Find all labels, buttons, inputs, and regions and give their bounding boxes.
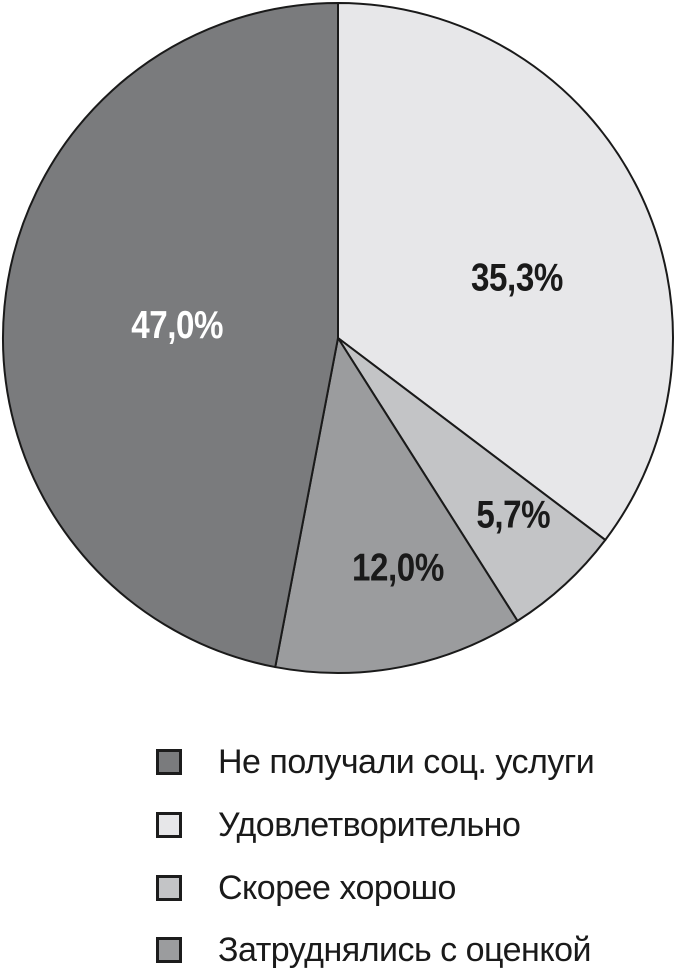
pie-slice-value-label-2: 12,0% bbox=[352, 545, 444, 589]
pie-slice-0 bbox=[337, 2, 674, 541]
pie-slice-value-label-0: 35,3% bbox=[471, 255, 563, 299]
legend-item: Удовлетворительно bbox=[156, 794, 594, 857]
legend-swatch bbox=[156, 749, 182, 776]
legend-label: Скорее хорошо bbox=[218, 868, 456, 907]
pie-slice-2 bbox=[274, 337, 519, 674]
legend-item: Не получали соц. услуги bbox=[156, 731, 595, 794]
pie-slice-3 bbox=[2, 2, 339, 669]
legend-label: Не получали соц. услуги bbox=[218, 743, 595, 782]
pie-slice-value-label-1: 5,7% bbox=[476, 492, 550, 536]
pie-chart: 35,3% 5,7% 12,0% 47,0% bbox=[2, 2, 674, 674]
legend-item: Скорее хорошо bbox=[156, 856, 594, 919]
pie-slice-value-label-3: 47,0% bbox=[131, 302, 223, 346]
legend-item: Затруднялись с оценкой bbox=[156, 919, 594, 972]
legend: Не получали соц. услуги Удовлетворительн… bbox=[156, 731, 595, 972]
legend-swatch bbox=[156, 812, 182, 839]
legend-label: Удовлетворительно bbox=[218, 806, 521, 845]
legend-label: Затруднялись с оценкой bbox=[218, 931, 591, 970]
legend-swatch bbox=[156, 874, 182, 901]
legend-swatch bbox=[156, 937, 182, 964]
